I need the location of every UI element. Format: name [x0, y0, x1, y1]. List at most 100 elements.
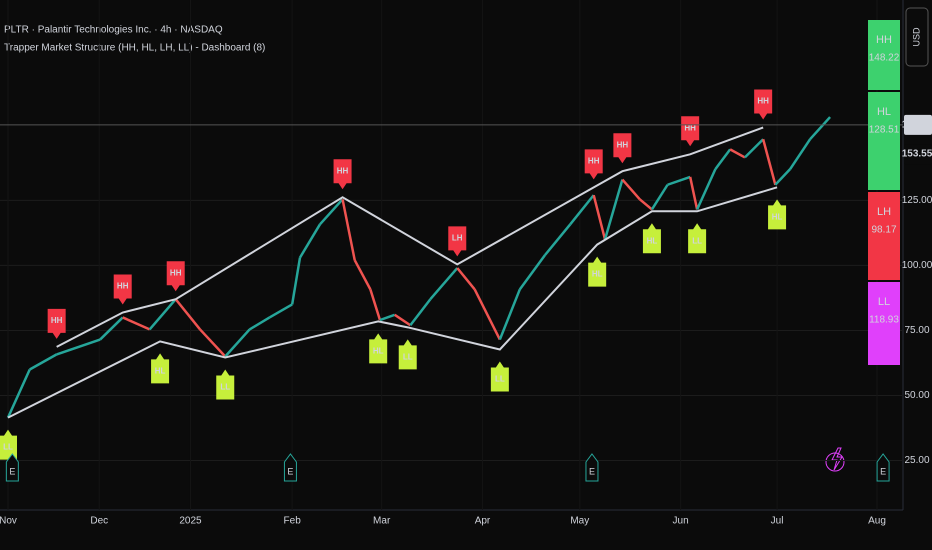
swing-tag [688, 223, 707, 254]
x-tick-label: Jun [673, 516, 689, 527]
swing-label: HH [588, 156, 600, 165]
price-segment [456, 267, 476, 291]
earnings-icon [5, 453, 19, 482]
swing-label: LL [220, 383, 230, 392]
price-segment [518, 254, 547, 291]
swing-label: LL [403, 352, 413, 361]
swing-label: HL [592, 270, 603, 279]
swing-label: HL [772, 212, 783, 221]
dividend-icon [831, 447, 843, 471]
price-segment [341, 199, 356, 261]
swing-tag [369, 333, 388, 364]
price-segment [174, 298, 202, 331]
price-segment [809, 116, 832, 141]
earnings-label: E [589, 466, 595, 476]
price-tag-label: 153.55 [902, 149, 932, 160]
price-segment [498, 288, 522, 341]
earnings-icon [585, 453, 599, 482]
price-segment [29, 353, 58, 371]
price-segment [761, 138, 777, 186]
dashboard-label: LL [878, 296, 890, 308]
x-tick-label: Nov [0, 516, 17, 527]
swing-tag [0, 429, 17, 460]
swing-label: HH [170, 268, 182, 277]
price-tag-label: 153.99 [902, 120, 932, 131]
price-segment [667, 175, 691, 186]
y-tick-label: 75.00 [904, 325, 929, 336]
currency-button[interactable] [905, 7, 929, 67]
price-segment [729, 148, 746, 159]
price-segment [695, 168, 717, 210]
swing-tag [490, 361, 509, 392]
swing-tag [448, 226, 467, 257]
swing-tag [588, 256, 607, 287]
y-tick-label: 50.00 [904, 390, 929, 401]
price-segment [714, 148, 732, 170]
earnings-label: E [9, 466, 15, 476]
price-segment [603, 179, 624, 240]
price-segment [379, 313, 396, 322]
dashboard-value: 98.17 [871, 225, 896, 236]
price-segment [122, 316, 151, 331]
swing-label: HL [155, 366, 166, 375]
price-segment [394, 313, 412, 327]
swing-label: HH [51, 316, 63, 325]
swing-tag [113, 274, 132, 305]
indicator-name: Trapper Market Structure (HH, HL, LH, LL… [4, 43, 265, 54]
price-segment [99, 316, 124, 341]
price-segment [248, 316, 271, 331]
swing-tag [768, 199, 787, 230]
price-segment [650, 184, 669, 211]
price-segment [268, 303, 293, 319]
swing-tag [642, 223, 661, 254]
dashboard-value: 128.51 [869, 125, 900, 136]
y-tick-label: 100.00 [902, 260, 932, 271]
swing-label: HL [647, 236, 658, 245]
x-tick-label: May [570, 516, 589, 527]
swing-tag [333, 159, 352, 190]
x-tick-label: Dec [90, 516, 108, 527]
x-tick-label: Apr [475, 516, 491, 527]
price-segment [638, 198, 653, 211]
price-segment [774, 168, 792, 186]
price-segment [290, 257, 302, 305]
price-segment [199, 328, 227, 358]
swing-label: LL [692, 236, 702, 245]
x-tick-label: 2025 [179, 516, 202, 527]
swing-tag [584, 149, 603, 180]
price-segment [6, 368, 31, 419]
dashboard-value: 118.93 [869, 315, 899, 326]
price-segment [592, 194, 607, 240]
price-segment [224, 328, 251, 358]
swing-label: LH [452, 233, 463, 242]
dashboard-cell [868, 92, 900, 190]
price-segment [473, 288, 501, 341]
earnings-label: E [287, 466, 293, 476]
x-tick-label: Feb [284, 516, 302, 527]
price-segment [688, 176, 699, 210]
swing-tag [166, 261, 185, 292]
price-segment [319, 198, 344, 226]
dashboard-label: HH [876, 34, 892, 46]
price-segment [298, 223, 322, 259]
swing-label: LL [3, 443, 13, 452]
swing-label: HH [757, 97, 769, 106]
y-tick-label: 25.00 [904, 455, 929, 466]
dashboard-cell [868, 282, 900, 365]
dashboard-value: 148.22 [869, 53, 900, 64]
earnings-icon [283, 453, 297, 482]
swing-label: HL [373, 346, 384, 355]
price-tag [904, 114, 932, 135]
earnings-label: E [880, 466, 886, 476]
dashboard-label: HL [877, 106, 891, 118]
swing-tag [216, 369, 235, 400]
price-segment [353, 259, 372, 290]
currency-label[interactable]: USD [911, 27, 921, 47]
price-tag [904, 144, 932, 165]
dashboard-cell [868, 192, 900, 280]
price-segment [369, 288, 382, 321]
x-tick-label: Aug [868, 516, 886, 527]
dashboard-label: LH [877, 206, 891, 218]
